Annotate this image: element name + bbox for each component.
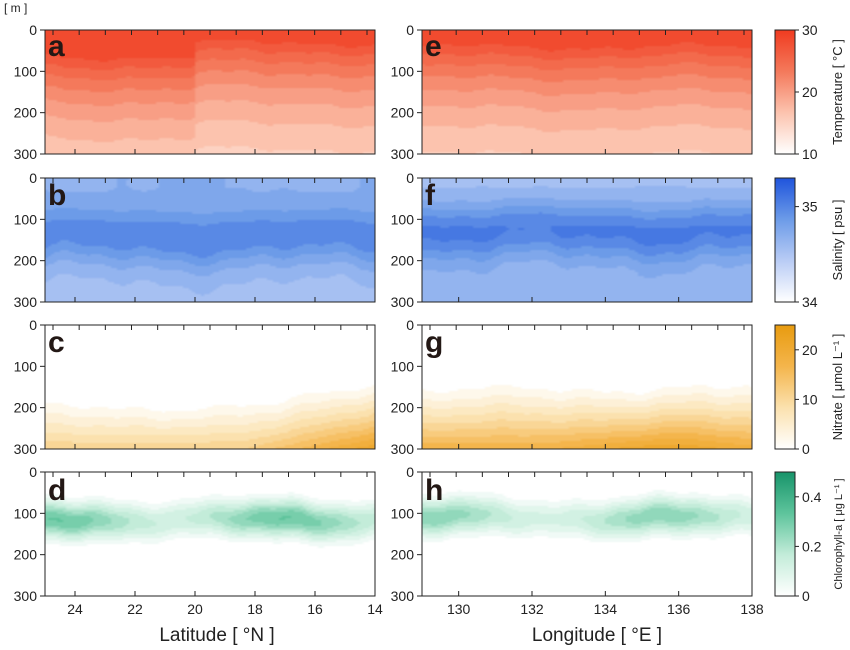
depth-tick-label: 0: [29, 317, 37, 333]
depth-tick-label: 300: [391, 588, 415, 604]
colorbar-salinity-bar: [774, 177, 796, 303]
panel-h: [421, 471, 753, 597]
colorbar-tick-label: 0: [802, 441, 810, 457]
x-tick-label: 16: [307, 601, 323, 617]
colorbar-nitrate: 0 10 20 Nitrate [ μmol L⁻¹ ]: [774, 324, 845, 457]
depth-tick-label: 100: [14, 505, 38, 521]
colorbar-nitrate-label: Nitrate [ μmol L⁻¹ ]: [830, 334, 845, 441]
x-tick-label: 14: [367, 601, 383, 617]
panel-g: [421, 324, 753, 450]
panel-c-field: [45, 325, 375, 449]
panel-letter-h: h: [425, 474, 443, 507]
panel-b-field: [45, 178, 375, 302]
colorbar-chlorophyll: 0 0.2 0.4 Chlorophyll-a [ μg L⁻¹ ]: [774, 471, 845, 604]
depth-tick-label: 200: [391, 105, 415, 121]
x-tick-label: 22: [127, 601, 143, 617]
depth-tick-label: 100: [14, 211, 38, 227]
depth-tick-label: 300: [14, 146, 38, 162]
depth-tick-label: 300: [391, 146, 415, 162]
depth-tick-label: 0: [406, 317, 414, 333]
x-tick-label: 24: [67, 601, 83, 617]
x-tick-label: 134: [594, 601, 618, 617]
depth-tick-label: 300: [14, 441, 38, 457]
panel-f-field: [422, 178, 752, 302]
depth-tick-label: 200: [14, 253, 38, 269]
panel-letter-b: b: [48, 179, 66, 212]
depth-tick-label: 300: [391, 294, 415, 310]
depth-tick-label: 300: [391, 441, 415, 457]
x-tick-label: 136: [667, 601, 691, 617]
colorbar-temperature-label: Temperature [ °C ]: [830, 39, 845, 145]
colorbar-salinity: 34 35 Salinity [ psu ]: [774, 177, 845, 310]
colorbar-tick-label: 20: [802, 342, 818, 358]
panel-letter-f: f: [425, 179, 436, 212]
colorbar-tick-label: 0: [802, 588, 810, 604]
panel-letter-c: c: [48, 326, 65, 359]
panel-letters: a b c d e f g h: [48, 30, 443, 507]
colorbar-tick-label: 0.4: [802, 489, 822, 505]
panel-a: [44, 29, 376, 155]
x-tick-label: 20: [187, 601, 203, 617]
x-tick-label: 18: [247, 601, 263, 617]
colorbar-tick-label: 20: [802, 84, 818, 100]
depth-unit-label: [ m ]: [4, 1, 27, 15]
depth-tick-label: 200: [14, 400, 38, 416]
depth-tick-label: 300: [14, 588, 38, 604]
panel-e-field: [422, 30, 752, 154]
panel-a-field: [45, 30, 375, 154]
panel-letter-g: g: [425, 326, 443, 359]
panel-letter-d: d: [48, 474, 66, 507]
depth-tick-label: 0: [29, 464, 37, 480]
panel-d: [44, 471, 376, 597]
panel-g-field: [422, 325, 752, 449]
colorbar-nitrate-bar: [774, 324, 796, 450]
x-tick-label: 132: [520, 601, 544, 617]
colorbar-tick-label: 30: [802, 22, 818, 38]
x-tick-label: 138: [740, 601, 764, 617]
depth-axes: 0 100 200 300 0 100 200 300 0 100 200 300 0 100 200 300…: [14, 22, 422, 604]
depth-tick-label: 200: [14, 105, 38, 121]
depth-tick-label: 0: [406, 464, 414, 480]
panel-letter-e: e: [425, 30, 442, 63]
colorbar-temperature: 10 20 30 Temperature [ °C ]: [774, 22, 845, 162]
depth-tick-label: 300: [14, 294, 38, 310]
depth-tick-label: 0: [29, 170, 37, 186]
panel-d-field: [45, 472, 375, 596]
panel-c: [44, 324, 376, 450]
depth-tick-label: 100: [14, 63, 38, 79]
depth-tick-label: 100: [391, 358, 415, 374]
panel-f: [421, 177, 753, 303]
depth-tick-label: 0: [406, 22, 414, 38]
depth-tick-label: 200: [391, 547, 415, 563]
depth-tick-label: 0: [406, 170, 414, 186]
colorbar-salinity-label: Salinity [ psu ]: [830, 200, 845, 281]
depth-tick-label: 200: [14, 547, 38, 563]
panel-e: [421, 29, 753, 155]
depth-tick-label: 100: [14, 358, 38, 374]
depth-tick-label: 0: [29, 22, 37, 38]
colorbar-tick-label: 0.2: [802, 538, 822, 554]
latitude-axis-label: Latitude [ °N ]: [159, 625, 274, 646]
panel-h-field: [422, 472, 752, 596]
panels: [44, 29, 753, 597]
panel-b: [44, 177, 376, 303]
colorbar-chlorophyll-bar: [774, 471, 796, 597]
longitude-axis-label: Longitude [ °E ]: [532, 625, 662, 646]
depth-tick-label: 200: [391, 400, 415, 416]
colorbar-tick-label: 10: [802, 146, 818, 162]
colorbar-tick-label: 10: [802, 391, 818, 407]
colorbars: 10 20 30 Temperature [ °C ] 34 35 Salinity [ p…: [774, 22, 845, 604]
colorbar-chlorophyll-label: Chlorophyll-a [ μg L⁻¹ ]: [833, 478, 845, 589]
colorbar-tick-label: 35: [802, 199, 818, 215]
x-axes: 24 22 20 18 16 14 130 132 134 136 138: [67, 149, 764, 617]
colorbar-tick-label: 34: [802, 294, 818, 310]
x-tick-label: 130: [447, 601, 471, 617]
depth-tick-label: 100: [391, 63, 415, 79]
depth-tick-label: 100: [391, 211, 415, 227]
depth-tick-label: 200: [391, 253, 415, 269]
panel-letter-a: a: [48, 30, 65, 63]
depth-tick-label: 100: [391, 505, 415, 521]
colorbar-temperature-bar: [774, 29, 796, 155]
